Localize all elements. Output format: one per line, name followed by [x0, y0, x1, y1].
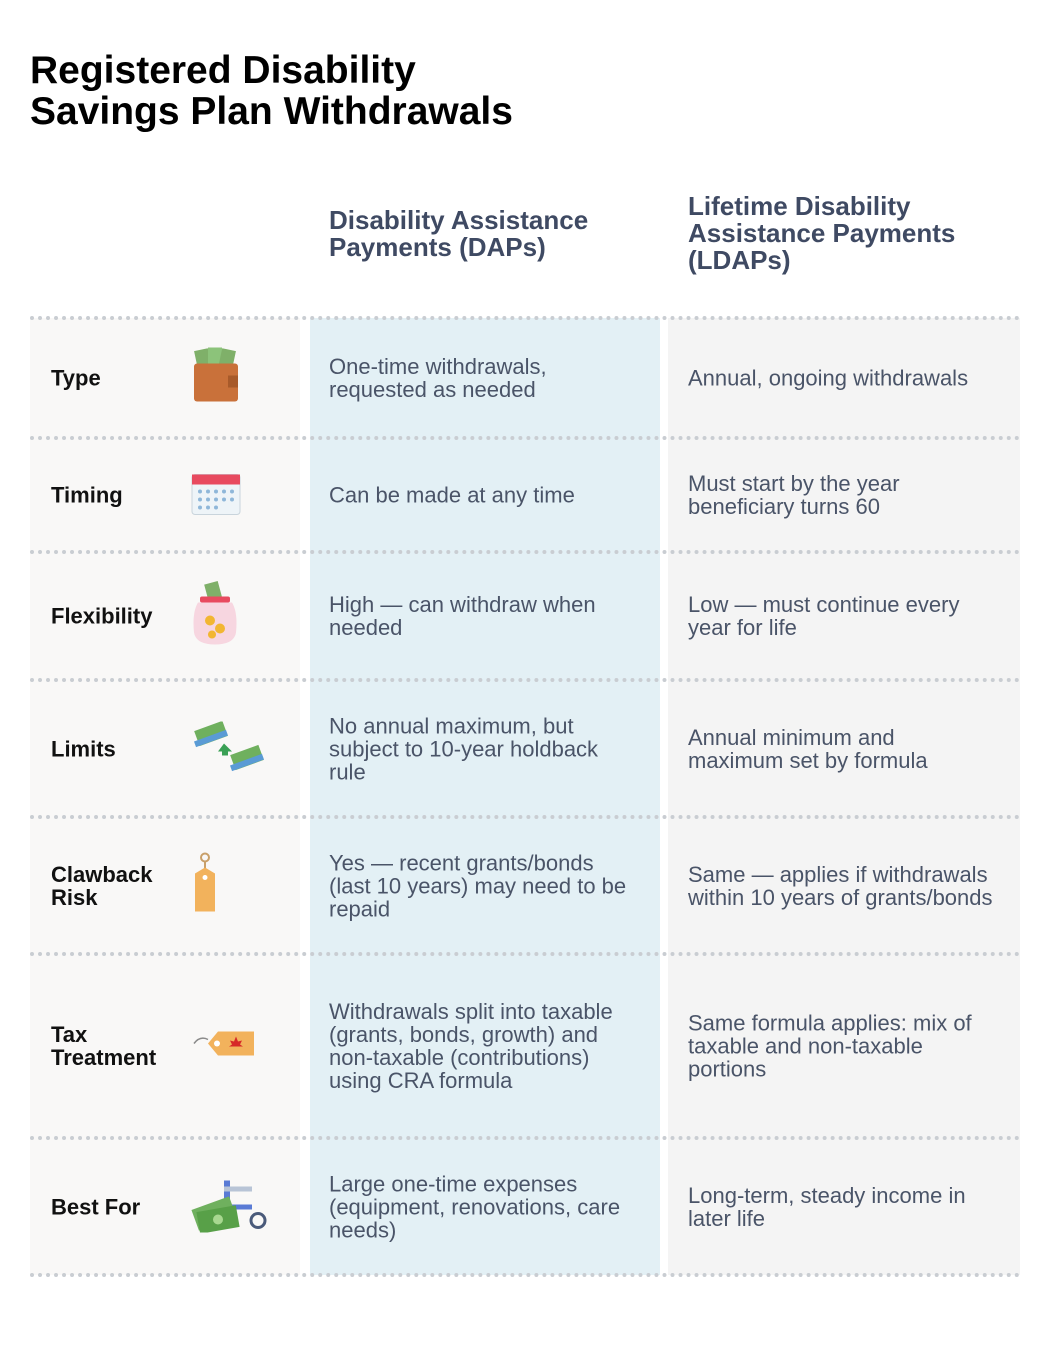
- dap-cell: Yes — recent grants/bonds (last 10 years…: [329, 850, 627, 921]
- dap-cell: Large one-time expenses (equipment, reno…: [329, 1171, 621, 1242]
- row-divider: [30, 678, 1020, 682]
- table-row: Limits No annual maximum, but subject to …: [30, 680, 1020, 817]
- ldap-cell: Same — applies if withdrawals within 10 …: [688, 861, 993, 910]
- table-row: Tax Treatment Withdrawals split into taxa…: [30, 954, 1020, 1138]
- column-header: Disability Assistance Payments (DAPs): [329, 205, 589, 262]
- row-divider: [30, 436, 1020, 440]
- row-label: Tax Treatment: [51, 1022, 157, 1070]
- table-row: Timing Can be made at any time Must start …: [30, 438, 1020, 552]
- row-label: Limits: [51, 736, 116, 761]
- row-icon: [190, 720, 270, 776]
- column-header: Lifetime Disability Assistance Payments …: [688, 191, 956, 275]
- dap-cell: Withdrawals split into taxable (grants, …: [329, 999, 613, 1093]
- row-icon: [190, 1176, 270, 1237]
- ldap-cell: Same formula applies: mix of taxable and…: [688, 1010, 972, 1082]
- row-divider: [30, 550, 1020, 554]
- ldap-column-bg: [668, 318, 1020, 1275]
- table-row: Clawback Risk Yes — recent grants/bonds (…: [30, 817, 1020, 954]
- table-row: Best For Large one-time expenses (equipme…: [30, 1138, 1020, 1275]
- ldap-cell: Annual minimum and maximum set by formul…: [688, 724, 928, 773]
- row-label: Clawback Risk: [51, 861, 153, 910]
- row-divider: [30, 1273, 1020, 1277]
- row-icon: [190, 469, 242, 522]
- row-label: Flexibility: [51, 603, 153, 629]
- row-label: Timing: [51, 482, 123, 508]
- ldap-cell: Low — must continue every year for life: [688, 592, 960, 640]
- row-icon: [190, 346, 240, 411]
- row-icon: [190, 1027, 260, 1066]
- title: Registered Disability Savings Plan Withd…: [30, 49, 513, 133]
- label-column-bg: [30, 318, 300, 1275]
- row-divider: [30, 1136, 1020, 1140]
- row-label: Type: [51, 365, 101, 391]
- dap-cell: High — can withdraw when needed: [329, 592, 596, 640]
- row-label: Best For: [51, 1194, 141, 1219]
- ldap-cell: Annual, ongoing withdrawals: [688, 365, 969, 391]
- dap-column-bg: [310, 318, 660, 1275]
- ldap-cell: Must start by the year beneficiary turns…: [688, 471, 900, 519]
- row-divider: [30, 316, 1020, 320]
- ldap-cell: Long-term, steady income in later life: [688, 1182, 966, 1231]
- dap-cell: One-time withdrawals, requested as neede…: [329, 354, 547, 402]
- row-icon: [190, 580, 240, 652]
- table-row: Type One-time withdrawals, requested as n…: [30, 318, 1020, 438]
- dap-cell: No annual maximum, but subject to 10-yea…: [329, 713, 599, 784]
- dap-cell: Can be made at any time: [329, 482, 575, 508]
- row-icon: [190, 851, 220, 920]
- row-divider: [30, 952, 1020, 956]
- row-divider: [30, 815, 1020, 819]
- table-row: Flexibility High — can withdraw when need…: [30, 552, 1020, 680]
